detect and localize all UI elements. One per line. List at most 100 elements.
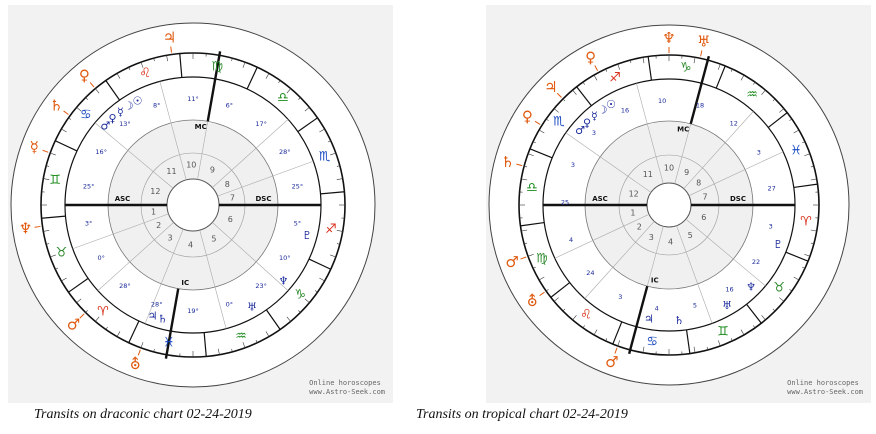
natal-degree-label: 18 bbox=[696, 102, 704, 110]
zodiac-tick bbox=[793, 129, 800, 134]
natal-degree-label: 13° bbox=[119, 120, 131, 128]
zodiac-tick bbox=[255, 339, 258, 343]
zodiac-tick bbox=[76, 298, 82, 303]
zodiac-tick bbox=[327, 140, 331, 143]
house-number: 6 bbox=[228, 215, 233, 224]
credit-line-1: Online horoscopes bbox=[787, 379, 859, 387]
natal-degree-label: 24 bbox=[586, 269, 594, 277]
zodiac-tick bbox=[761, 89, 766, 95]
zodiac-tick bbox=[521, 229, 528, 232]
natal-degree-label: 28° bbox=[151, 301, 163, 309]
zodiac-tick bbox=[789, 118, 793, 121]
natal-degree-label: 12 bbox=[730, 120, 738, 128]
zodiac-sign-glyph: ♑ bbox=[680, 61, 692, 76]
transit-marker bbox=[614, 347, 618, 354]
natal-planet-glyph: ♃ bbox=[148, 309, 158, 322]
sign-divider bbox=[297, 117, 318, 133]
zodiac-sign-glyph: ♈ bbox=[800, 214, 812, 229]
zodiac-tick bbox=[336, 230, 343, 232]
zodiac-tick bbox=[538, 276, 545, 281]
zodiac-tick bbox=[85, 310, 88, 313]
house-cusp bbox=[636, 83, 664, 184]
sign-divider bbox=[685, 329, 691, 354]
zodiac-tick bbox=[810, 229, 817, 232]
sign-divider bbox=[265, 309, 281, 330]
transit-marker bbox=[516, 163, 523, 167]
transit-planet-glyph: ♂ bbox=[605, 353, 618, 371]
zodiac-tick bbox=[278, 80, 281, 84]
natal-degree-label: 16 bbox=[725, 286, 733, 294]
natal-planet-glyph: ♄ bbox=[674, 314, 684, 327]
house-number: 2 bbox=[156, 221, 161, 230]
transit-planet-glyph: ♀ bbox=[585, 49, 596, 67]
zodiac-tick bbox=[593, 74, 598, 81]
zodiac-tick bbox=[55, 267, 59, 270]
natal-degree-label: 5° bbox=[294, 219, 301, 227]
zodiac-sign-glyph: ♒ bbox=[746, 87, 758, 102]
house-cusp bbox=[565, 132, 652, 193]
natal-degree-label: 3 bbox=[618, 293, 622, 301]
zodiac-tick bbox=[582, 325, 585, 329]
natal-planet-glyph: ♆ bbox=[278, 274, 288, 287]
sign-divider bbox=[246, 66, 258, 90]
zodiac-tick bbox=[740, 74, 745, 81]
zodiac-tick bbox=[286, 316, 291, 322]
natal-degree-label: 3 bbox=[769, 223, 773, 231]
zodiac-tick bbox=[61, 128, 67, 133]
natal-degree-label: 25 bbox=[561, 198, 569, 206]
zodiac-sign-glyph: ♐ bbox=[609, 71, 621, 86]
natal-planet-glyph: ♅ bbox=[247, 301, 257, 314]
transit-planet-glyph: ♂ bbox=[67, 316, 80, 334]
zodiac-tick bbox=[802, 141, 806, 144]
transit-planet-glyph: ♀ bbox=[522, 108, 533, 126]
center-circle bbox=[166, 178, 220, 232]
house-cusp bbox=[217, 160, 314, 197]
zodiac-sign-glyph: ♉ bbox=[773, 281, 785, 296]
transit-planet-glyph: ☿ bbox=[30, 138, 39, 156]
transit-planet-glyph: ♅ bbox=[697, 33, 710, 51]
zodiac-sign-glyph: ♐ bbox=[325, 222, 337, 237]
sign-divider bbox=[520, 221, 545, 227]
house-cusp bbox=[683, 111, 754, 189]
zodiac-tick bbox=[218, 348, 220, 355]
zodiac-sign-glyph: ♎ bbox=[526, 181, 538, 196]
transit-marker bbox=[42, 149, 49, 153]
natal-degree-label: 3° bbox=[85, 219, 92, 227]
zodiac-sign-glyph: ♈ bbox=[97, 305, 109, 320]
sign-divider bbox=[612, 321, 623, 345]
natal-degree-label: 25° bbox=[292, 183, 304, 191]
natal-planet-glyph: ♀ bbox=[583, 117, 591, 130]
transit-planet-glyph: ⛢ bbox=[527, 292, 538, 310]
zodiac-tick bbox=[527, 253, 534, 257]
zodiac-tick bbox=[717, 340, 721, 347]
house-number: 5 bbox=[211, 235, 216, 244]
natal-degree-label: 0° bbox=[98, 254, 105, 262]
natal-planet-glyph: ♂ bbox=[575, 124, 585, 137]
zodiac-sign-glyph: ♒ bbox=[235, 329, 247, 344]
ic-label: IC bbox=[181, 279, 189, 287]
zodiac-tick bbox=[693, 57, 696, 64]
zodiac-tick bbox=[553, 108, 559, 113]
sign-divider bbox=[105, 80, 121, 101]
ic-axis bbox=[627, 285, 649, 355]
astro-seek-credit: Online horoscopes www.Astro-Seek.com bbox=[787, 379, 863, 397]
natal-degree-label: 0° bbox=[226, 301, 233, 309]
dsc-label: DSC bbox=[730, 195, 746, 203]
sign-divider bbox=[576, 86, 592, 107]
sign-divider bbox=[203, 332, 207, 357]
zodiac-tick bbox=[140, 62, 144, 68]
zodiac-tick bbox=[693, 346, 696, 353]
house-number: 7 bbox=[703, 193, 708, 202]
house-cusp bbox=[144, 228, 184, 324]
zodiac-sign-glyph: ♊ bbox=[49, 173, 61, 188]
zodiac-tick bbox=[319, 128, 325, 133]
zodiac-tick bbox=[524, 242, 528, 245]
zodiac-tick bbox=[43, 178, 50, 180]
natal-degree-label: 28° bbox=[119, 282, 131, 290]
natal-degree-label: 11° bbox=[187, 95, 199, 103]
zodiac-tick bbox=[753, 325, 756, 329]
zodiac-tick bbox=[793, 276, 800, 281]
zodiac-sign-glyph: ♑ bbox=[294, 288, 306, 303]
natal-degree-label: 6° bbox=[226, 101, 233, 109]
